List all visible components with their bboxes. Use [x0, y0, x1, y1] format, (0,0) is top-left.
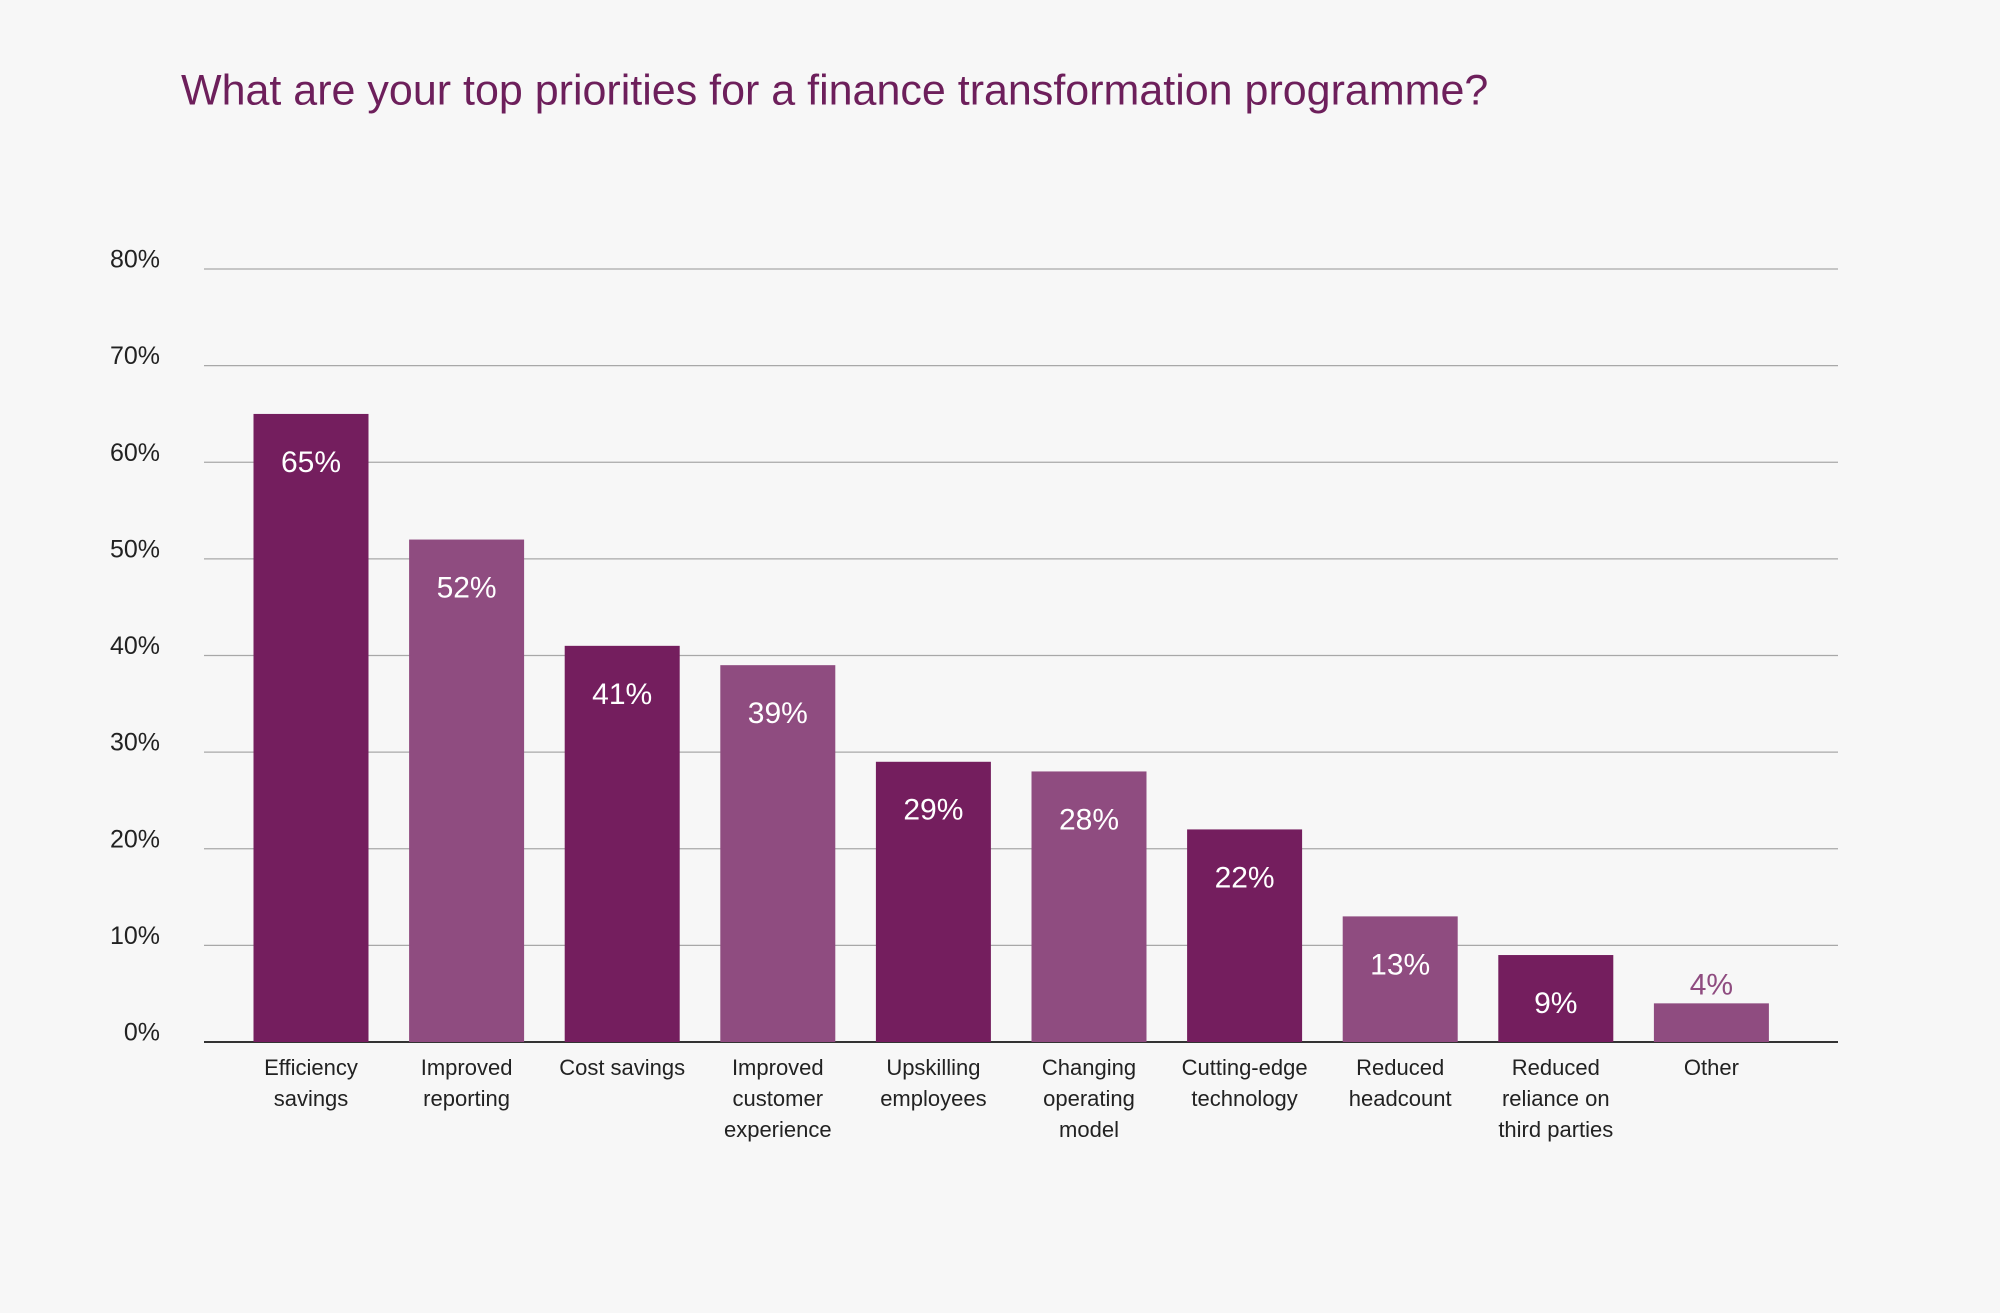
- value-label: 41%: [592, 678, 652, 711]
- y-tick-label: 20%: [110, 825, 160, 853]
- x-tick-label: Efficiency savings: [264, 1055, 358, 1111]
- y-tick-label: 40%: [110, 632, 160, 660]
- y-tick-label: 50%: [110, 535, 160, 563]
- x-tick-label: Reduced reliance on third parties: [1498, 1055, 1614, 1142]
- bar: [1653, 1003, 1769, 1042]
- y-tick-label: 30%: [110, 729, 160, 757]
- value-label: 65%: [281, 446, 341, 479]
- x-tick-label: Upskilling employees: [880, 1055, 987, 1111]
- bar: [253, 413, 369, 1042]
- bar: [1342, 916, 1458, 1042]
- value-label: 9%: [1534, 987, 1577, 1020]
- value-label: 28%: [1059, 803, 1119, 836]
- bar: [1187, 829, 1303, 1042]
- value-label: 13%: [1370, 948, 1430, 981]
- bar: [875, 761, 991, 1042]
- x-tick-label: Cutting-edge technology: [1181, 1055, 1308, 1111]
- x-tick-label: Changing operating model: [1041, 1055, 1137, 1142]
- x-tick-label: Improved reporting: [420, 1055, 513, 1111]
- chart-title: What are your top priorities for a finan…: [181, 66, 1488, 114]
- y-tick-label: 70%: [110, 342, 160, 370]
- value-label: 52%: [437, 571, 497, 604]
- x-tick-label: Other: [1683, 1055, 1739, 1080]
- y-tick-label: 80%: [110, 246, 160, 274]
- bar: [720, 665, 836, 1042]
- y-tick-label: 0%: [124, 1019, 160, 1047]
- value-label: 29%: [903, 794, 963, 827]
- x-tick-label: Improved customer experience: [723, 1055, 832, 1142]
- y-tick-label: 60%: [110, 439, 160, 467]
- y-tick-label: 10%: [110, 922, 160, 950]
- value-label: 22%: [1215, 861, 1275, 894]
- bar: [1031, 771, 1147, 1042]
- bar: [564, 645, 680, 1042]
- value-label: 39%: [748, 697, 808, 730]
- value-label: 4%: [1690, 968, 1733, 1001]
- bar: [409, 539, 525, 1042]
- bar: [1498, 955, 1614, 1042]
- x-tick-label: Cost savings: [559, 1055, 686, 1080]
- x-tick-label: Reduced headcount: [1348, 1055, 1452, 1111]
